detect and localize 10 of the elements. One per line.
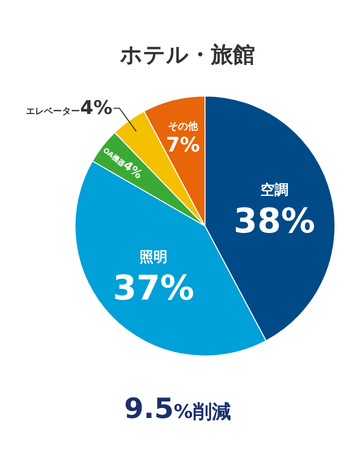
- data-label: 7%: [166, 132, 200, 157]
- slice-label: その他: [168, 120, 199, 133]
- slice-label: 空調: [260, 182, 288, 199]
- data-label: 4%: [80, 97, 112, 120]
- data-label: 37%: [112, 268, 194, 309]
- chart-title: ホテル・旅館: [119, 43, 255, 68]
- data-label: 38%: [234, 202, 316, 242]
- slice-label: 照明: [140, 250, 168, 266]
- slice-label: エレベーター: [26, 106, 80, 118]
- text: 9.5%削減: [124, 392, 231, 425]
